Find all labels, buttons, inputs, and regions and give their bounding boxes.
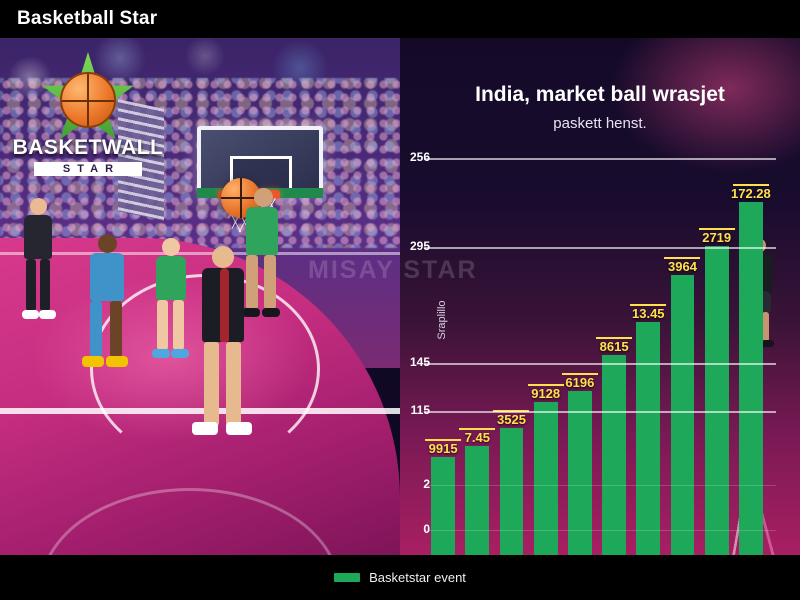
- chart-bar[interactable]: [704, 245, 729, 555]
- basketball-icon: [60, 72, 116, 128]
- chart-bar-cap: [698, 227, 735, 230]
- chart-bar-cap: [561, 373, 598, 376]
- watermark-text: MISAY STAR: [308, 256, 478, 284]
- chart-y-tick: 295: [409, 239, 430, 254]
- chart-y-tick: 256: [409, 150, 430, 164]
- bar-chart: India, market ball wrasjet paskett henst…: [400, 38, 800, 555]
- chart-bar-slot[interactable]: 13.452017: [630, 194, 667, 555]
- chart-bar-value-label: 9915: [428, 440, 458, 456]
- game-logo: BASKETWALL STAR: [8, 52, 168, 182]
- court-baseline: [0, 252, 400, 255]
- chart-y-tick: 145: [409, 354, 430, 369]
- chart-gridline: [424, 247, 776, 250]
- court-sideline: [0, 408, 400, 414]
- chart-bar-slot[interactable]: 172.282019: [731, 184, 771, 555]
- chart-bar-value-label: 9128: [531, 386, 561, 402]
- legend-label-basketstar-event: Basketstar event: [369, 570, 466, 585]
- chart-bar-value-label: 8615: [599, 338, 629, 354]
- chart-bar-value-label: 3964: [668, 258, 697, 274]
- chart-bar-slot[interactable]: 86152009: [596, 194, 633, 555]
- player-figure: [78, 234, 138, 394]
- chart-bar-value-label: 172.28: [731, 186, 771, 201]
- chart-bar-slot[interactable]: 61962014: [561, 194, 598, 555]
- chart-bar-slot[interactable]: 35252015: [493, 194, 530, 555]
- chart-bar[interactable]: [567, 391, 592, 555]
- chart-y-tick: 115: [410, 402, 430, 417]
- hero-stage: BASKETWALL STAR MISAY STAR India, market…: [0, 38, 800, 555]
- chart-bar[interactable]: [499, 427, 524, 555]
- chart-bar-slot[interactable]: 7.452008: [459, 194, 496, 555]
- chart-bar[interactable]: [738, 202, 763, 555]
- chart-y-tick: 2: [423, 477, 430, 492]
- logo-subword: STAR: [34, 162, 142, 176]
- chart-title: India, market ball wrasjet: [475, 83, 725, 106]
- chart-legend-bar: Basketstar event: [0, 555, 800, 600]
- chart-bar-cap: [664, 256, 701, 259]
- chart-bar-value-label: 13.45: [632, 306, 665, 322]
- app-header: Basketball Star: [0, 0, 800, 38]
- chart-bar[interactable]: [602, 354, 627, 555]
- logo-wordmark: BASKETWALL: [12, 136, 164, 159]
- chart-subtitle: paskett henst.: [553, 115, 647, 132]
- chart-bar-cap: [425, 438, 462, 441]
- chart-bar[interactable]: [533, 402, 558, 555]
- chart-bar-cap: [596, 336, 633, 339]
- chart-bar-cap: [630, 304, 667, 307]
- player-figure: [232, 188, 290, 358]
- chart-bar-cap: [493, 409, 530, 412]
- chart-bar[interactable]: [670, 274, 695, 555]
- chart-bar-slot[interactable]: 99152019: [425, 194, 462, 555]
- player-figure: [18, 198, 58, 348]
- chart-bar[interactable]: [636, 322, 661, 555]
- player-figure-shooter: [186, 246, 256, 476]
- chart-bar-slot[interactable]: 91282005: [527, 194, 564, 555]
- legend-swatch-basketstar-event: [334, 573, 361, 582]
- chart-gridline: [424, 485, 776, 487]
- chart-plot-area: 991520197.452008352520159128200561962014…: [410, 150, 784, 555]
- legend[interactable]: Basketstar event: [334, 570, 466, 585]
- court-center-circle: [40, 488, 340, 555]
- chart-gridline: [424, 530, 776, 531]
- chart-bar-slot[interactable]: 39642017: [664, 194, 701, 555]
- chart-bar-cap: [732, 184, 769, 186]
- chart-bar-value-label: 2719: [702, 229, 732, 245]
- player-figure: [148, 238, 196, 378]
- chart-bar-value-label: 7.45: [464, 429, 490, 445]
- chart-gridline: [424, 410, 776, 413]
- chart-bar-value-label: 3525: [497, 411, 526, 427]
- chart-y-tick: 0: [423, 522, 430, 536]
- chart-bar-cap: [527, 384, 564, 387]
- chart-bar-value-label: 6196: [565, 375, 595, 391]
- chart-bar[interactable]: [431, 456, 456, 555]
- chart-bar-slot[interactable]: 27192014: [698, 194, 735, 555]
- chart-bar-cap: [459, 427, 496, 430]
- page-title: Basketball Star: [17, 8, 158, 29]
- chart-bar[interactable]: [465, 445, 490, 555]
- chart-gridline: [424, 362, 776, 365]
- chart-gridline: [424, 158, 776, 160]
- chart-bars-group: 991520197.452008352520159128200561962014…: [425, 184, 771, 555]
